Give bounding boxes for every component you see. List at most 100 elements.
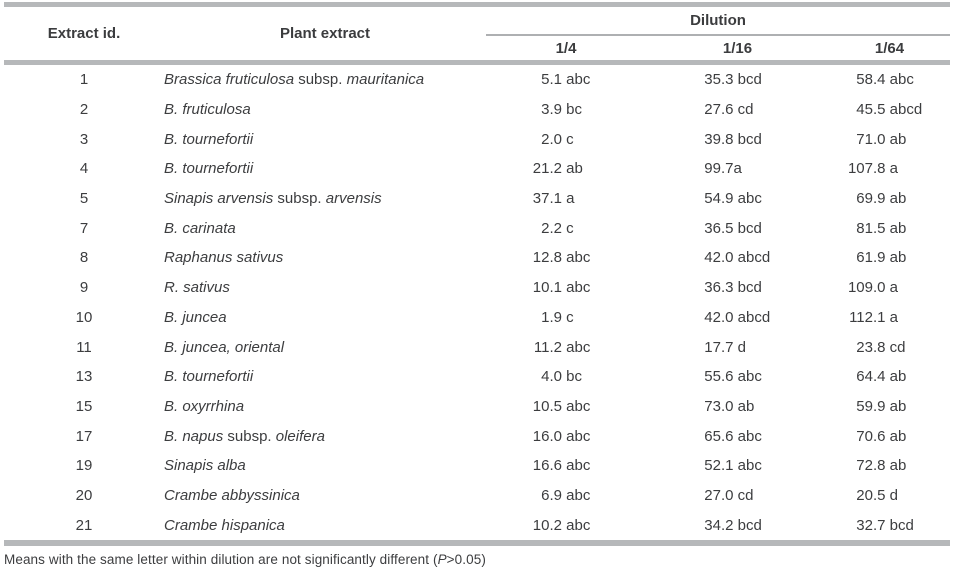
value-wrapper: 2.2 c xyxy=(514,220,618,237)
dilution-value-cell-1-4: 37.1 a xyxy=(486,184,646,214)
mean-value: 112.1 xyxy=(849,308,886,326)
value-wrapper: 4.0 bc xyxy=(514,368,618,385)
plant-extract-cell: Crambe abbyssinica xyxy=(164,481,486,511)
mean-value: 1.9 xyxy=(541,308,562,326)
significance-letters: bc xyxy=(562,101,583,119)
significance-letters: abc xyxy=(733,427,762,445)
extract-id-cell: 8 xyxy=(79,249,89,267)
plant-name-segment: oleifera xyxy=(271,427,325,445)
value-wrapper: 27.6 cd xyxy=(686,101,790,118)
plant-name-segment: Crambe hispanica xyxy=(164,516,285,534)
dilution-value-cell-1-64: 20.5 d xyxy=(829,481,950,511)
value-wrapper: 61.9 ab xyxy=(838,249,942,266)
significance-letters: bcd xyxy=(885,516,914,534)
extract-id-cell: 1 xyxy=(79,71,89,89)
dilution-value-cell-1-16: 36.3 bcd xyxy=(646,273,829,303)
extract-id-cell: 3 xyxy=(79,130,89,148)
footnote-p-symbol: P xyxy=(437,552,447,567)
value-wrapper: 107.8 a xyxy=(838,160,942,177)
significance-letters: abc xyxy=(885,71,914,89)
header-plant-extract: Plant extract xyxy=(164,4,486,65)
extract-id-cell: 13 xyxy=(75,368,93,386)
dilution-value-cell-1-4: 21.2 ab xyxy=(486,154,646,184)
dilution-value-cell-1-64: 71.0 ab xyxy=(829,124,950,154)
plant-name-segment: Raphanus sativus xyxy=(164,249,284,267)
dilution-value-cell-1-4: 10.1 abc xyxy=(486,273,646,303)
value-wrapper: 21.2 ab xyxy=(514,160,618,177)
value-wrapper: 36.5 bcd xyxy=(686,220,790,237)
mean-value: 20.5 xyxy=(856,486,886,504)
significance-letters: ab xyxy=(885,397,907,415)
significance-letters: ab xyxy=(885,130,907,148)
significance-letters: abc xyxy=(562,457,591,475)
extract-id-cell: 20 xyxy=(75,486,93,504)
significance-letters: bcd xyxy=(733,219,762,237)
mean-value: 73.0 xyxy=(704,397,734,415)
extract-id-cell: 5 xyxy=(79,190,89,208)
mean-value: 65.6 xyxy=(704,427,734,445)
mean-value: 32.7 xyxy=(856,516,886,534)
table-row: 15 B. oxyrrhina 10.5 abc 73.0 ab 59.9 ab xyxy=(4,392,950,422)
significance-letters: abc xyxy=(733,368,762,386)
dilution-value-cell-1-4: 3.9 bc xyxy=(486,95,646,125)
mean-value: 34.2 xyxy=(704,516,734,534)
plant-extract-cell: B. carinata xyxy=(164,213,486,243)
value-wrapper: 112.1 a xyxy=(838,309,942,326)
dilution-value-cell-1-4: 4.0 bc xyxy=(486,362,646,392)
table-row: 7 B. carinata 2.2 c 36.5 bcd 81.5 ab xyxy=(4,213,950,243)
results-table: Extract id. Plant extract Dilution 1/4 1… xyxy=(4,2,950,546)
significance-letters: a xyxy=(885,308,899,326)
plant-name-segment: B. oxyrrhina xyxy=(164,397,245,415)
table-row: 3 B. tournefortii 2.0 c 39.8 bcd 71.0 ab xyxy=(4,124,950,154)
dilution-value-cell-1-16: 42.0 abcd xyxy=(646,303,829,333)
table-row: 9 R. sativus 10.1 abc 36.3 bcd 109.0 a xyxy=(4,273,950,303)
significance-letters: cd xyxy=(733,101,754,119)
plant-extract-cell: B. tournefortii xyxy=(164,362,486,392)
significance-letters: d xyxy=(885,486,899,504)
plant-name-segment: mauritanica xyxy=(342,71,425,89)
value-wrapper: 27.0 cd xyxy=(686,487,790,504)
table-header: Extract id. Plant extract Dilution 1/4 1… xyxy=(4,4,950,65)
plant-name-segment: R. sativus xyxy=(164,279,230,297)
mean-value: 2.2 xyxy=(541,219,562,237)
header-dilution-1-16: 1/16 xyxy=(646,35,829,65)
table-row: 20 Crambe abbyssinica 6.9 abc 27.0 cd 20.5 d xyxy=(4,481,950,511)
dilution-value-cell-1-64: 23.8 cd xyxy=(829,332,950,362)
significance-letters: abcd xyxy=(733,249,771,267)
plant-extract-cell: Sinapis arvensis subsp. arvensis xyxy=(164,184,486,214)
mean-value: 42.0 xyxy=(704,308,734,326)
value-wrapper: 65.6 abc xyxy=(686,428,790,445)
dilution-value-cell-1-64: 69.9 ab xyxy=(829,184,950,214)
significance-letters: abcd xyxy=(885,101,923,119)
significance-letters: abcd xyxy=(733,308,771,326)
extract-id-cell: 9 xyxy=(79,279,89,297)
value-wrapper: 72.8 ab xyxy=(838,457,942,474)
table-body: 1 Brassica fruticulosa subsp. mauritanica… xyxy=(4,63,950,544)
plant-name-segment: Crambe abbyssinica xyxy=(164,486,300,504)
value-wrapper: 20.5 d xyxy=(838,487,942,504)
significance-letters: ab xyxy=(885,249,907,267)
dilution-value-cell-1-64: 61.9 ab xyxy=(829,243,950,273)
value-wrapper: 42.0 abcd xyxy=(686,309,790,326)
plant-name-segment: B. juncea, oriental xyxy=(164,338,285,356)
value-wrapper: 16.0 abc xyxy=(514,428,618,445)
significance-letters: ab xyxy=(733,397,755,415)
mean-value: 27.0 xyxy=(704,486,734,504)
plant-extract-cell: B. napus subsp. oleifera xyxy=(164,421,486,451)
plant-extract-cell: B. tournefortii xyxy=(164,124,486,154)
mean-value: 109.0 xyxy=(847,279,886,297)
dilution-value-cell-1-64: 32.7 bcd xyxy=(829,510,950,543)
header-dilution-group: Dilution xyxy=(486,4,950,36)
plant-name-segment: Sinapis alba xyxy=(164,457,246,475)
extract-id-cell: 21 xyxy=(75,516,93,534)
significance-letters: a xyxy=(885,279,899,297)
table-row: 2 B. fruticulosa 3.9 bc 27.6 cd 45.5 abcd xyxy=(4,95,950,125)
mean-value: 52.1 xyxy=(704,457,734,475)
mean-value: 10.2 xyxy=(532,516,562,534)
dilution-value-cell-1-64: 59.9 ab xyxy=(829,392,950,422)
dilution-value-cell-1-64: 58.4 abc xyxy=(829,63,950,95)
mean-value: 39.8 xyxy=(704,130,734,148)
extract-id-cell: 10 xyxy=(75,308,93,326)
extract-id-cell: 2 xyxy=(79,101,89,119)
